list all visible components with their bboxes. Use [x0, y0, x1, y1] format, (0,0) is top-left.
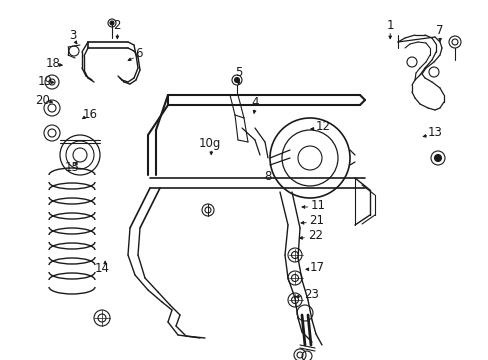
Text: 8: 8	[264, 170, 271, 183]
Text: 20: 20	[36, 94, 50, 107]
Text: 13: 13	[427, 126, 442, 139]
Text: 14: 14	[94, 262, 109, 275]
Text: 21: 21	[309, 214, 324, 227]
Text: 18: 18	[45, 57, 60, 69]
Text: 5: 5	[234, 66, 242, 78]
Text: 4: 4	[251, 96, 259, 109]
Circle shape	[110, 21, 114, 25]
Text: 10g: 10g	[199, 137, 221, 150]
Text: 15: 15	[65, 161, 80, 174]
Text: 1: 1	[386, 19, 393, 32]
Text: 6: 6	[135, 47, 143, 60]
Text: 11: 11	[310, 199, 325, 212]
Circle shape	[434, 154, 441, 162]
Text: 7: 7	[435, 24, 443, 37]
Circle shape	[234, 77, 239, 82]
Text: 17: 17	[309, 261, 324, 274]
Text: 16: 16	[83, 108, 98, 121]
Text: 19: 19	[38, 75, 52, 87]
Text: 23: 23	[304, 288, 319, 301]
Text: 22: 22	[307, 229, 322, 242]
Text: 12: 12	[315, 120, 329, 132]
Text: 3: 3	[68, 29, 76, 42]
Text: 2: 2	[113, 19, 121, 32]
